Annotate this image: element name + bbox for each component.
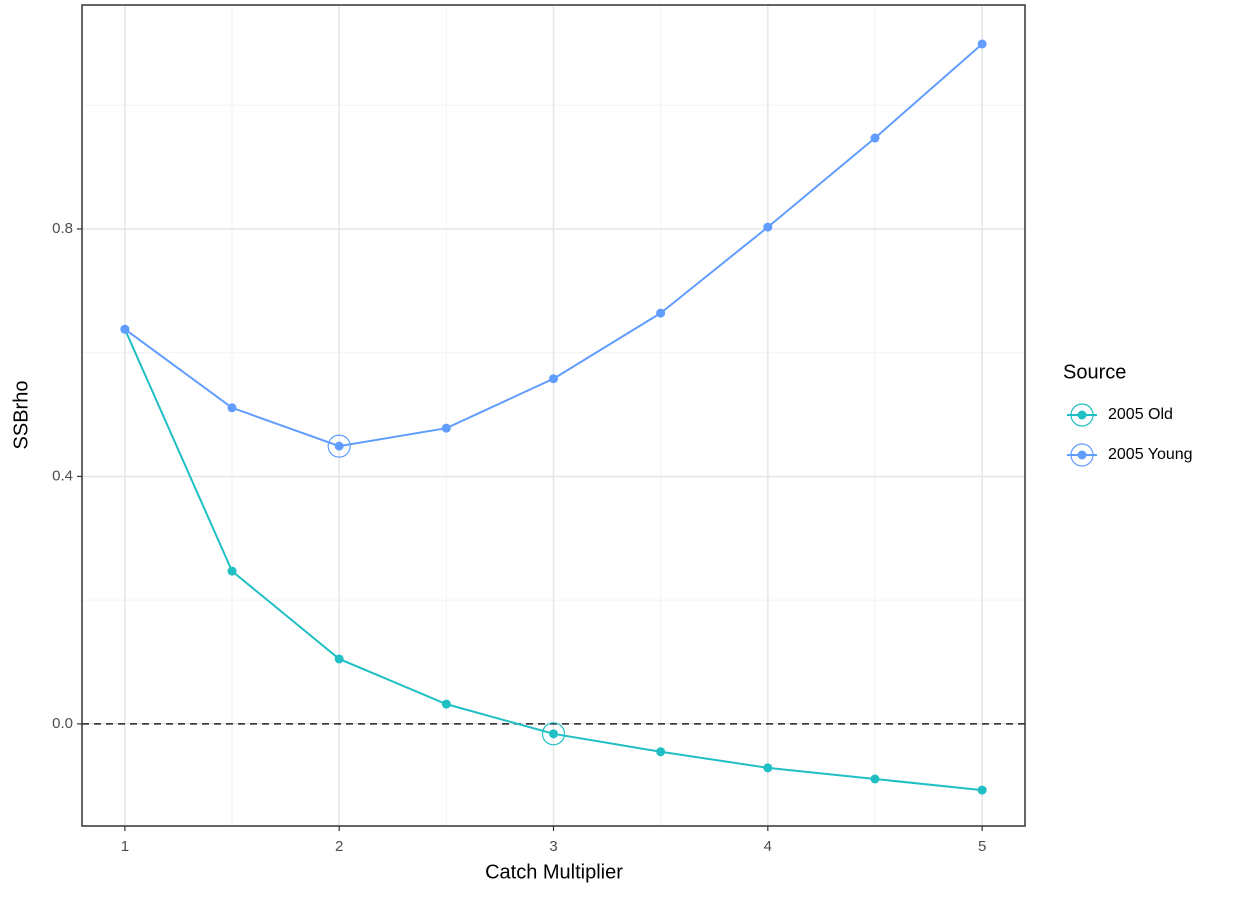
- legend-label: 2005 Old: [1108, 406, 1173, 423]
- data-point: [441, 699, 451, 709]
- legend-ring: [1070, 443, 1094, 467]
- data-point: [977, 785, 987, 795]
- x-tick-label: 2: [335, 838, 343, 855]
- data-point: [227, 566, 237, 576]
- y-tick-label: 0.0: [52, 715, 73, 732]
- legend-title: Source: [1063, 361, 1126, 383]
- y-axis-title: SSBrho: [10, 381, 32, 450]
- data-point: [441, 423, 451, 433]
- data-point: [549, 729, 558, 739]
- data-point: [227, 403, 237, 413]
- data-point: [763, 763, 773, 773]
- highlight-ring: [541, 722, 566, 746]
- legend-ring: [1070, 403, 1094, 427]
- data-point: [870, 774, 880, 784]
- data-point: [656, 308, 666, 318]
- x-tick-label: 4: [764, 838, 772, 855]
- x-tick-label: 5: [978, 838, 986, 855]
- plot-border: [81, 4, 1026, 827]
- data-point: [763, 222, 773, 232]
- data-point: [870, 133, 880, 143]
- data-point: [977, 39, 987, 49]
- highlight-ring: [327, 434, 351, 458]
- data-point: [334, 654, 344, 664]
- y-tick-label: 0.8: [52, 220, 73, 237]
- data-point: [120, 324, 130, 334]
- data-point: [334, 441, 344, 451]
- legend-label: 2005 Young: [1108, 446, 1193, 463]
- x-axis-title: Catch Multiplier: [485, 861, 623, 883]
- x-tick-label: 3: [549, 838, 557, 855]
- legend-dot: [1077, 410, 1087, 420]
- legend-dot: [1077, 450, 1087, 460]
- x-tick-label: 1: [121, 838, 129, 855]
- data-point: [549, 374, 558, 384]
- data-point: [656, 747, 666, 757]
- y-tick-label: 0.4: [52, 467, 73, 484]
